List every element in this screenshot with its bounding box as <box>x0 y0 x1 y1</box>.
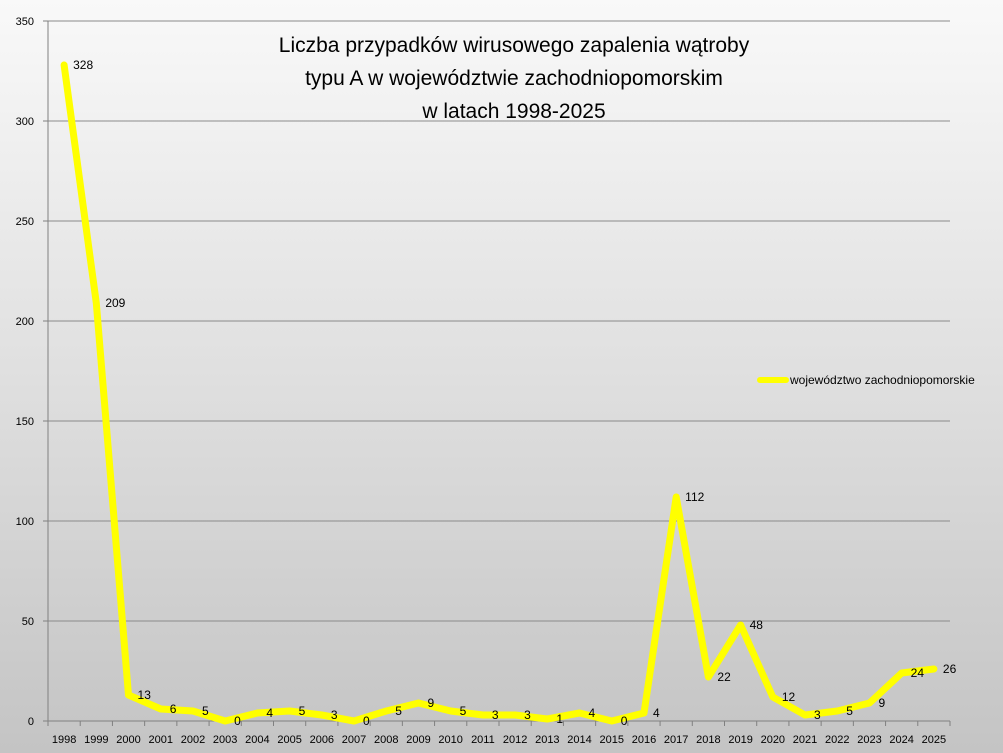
x-tick-label: 2019 <box>728 734 752 746</box>
y-tick-label: 50 <box>22 616 34 628</box>
data-labels: 328 209 13 6 5 0 4 5 3 0 5 9 5 3 3 1 4 0 4 112 22 48 12 3 5 9 24 26 <box>73 58 956 728</box>
data-label: 209 <box>105 296 125 310</box>
data-label: 26 <box>943 662 957 676</box>
data-label: 5 <box>202 704 209 718</box>
data-label: 0 <box>234 714 241 728</box>
data-label: 4 <box>266 706 273 720</box>
x-tick-label: 2007 <box>342 734 366 746</box>
data-label: 5 <box>299 704 306 718</box>
data-label: 1 <box>556 712 563 726</box>
gridlines <box>48 20 950 622</box>
y-tick-label: 100 <box>16 516 34 528</box>
data-label: 24 <box>911 666 925 680</box>
chart-title-line: w latach 1998-2025 <box>421 100 605 123</box>
x-tick-label: 2011 <box>471 734 495 746</box>
y-tick-label: 150 <box>16 416 34 428</box>
data-label: 4 <box>653 706 660 720</box>
x-tick-label: 1999 <box>84 734 108 746</box>
x-tick-label: 2001 <box>149 734 173 746</box>
x-tick-label: 2003 <box>213 734 237 746</box>
x-tick-label: 2005 <box>277 734 301 746</box>
legend: województwo zachodniopomorskie <box>757 373 975 387</box>
data-label: 5 <box>846 704 853 718</box>
x-tick-label: 2008 <box>374 734 398 746</box>
data-label: 22 <box>717 670 731 684</box>
chart-title-line: Liczba przypadków wirusowego zapalenia w… <box>279 34 750 57</box>
x-tick-label: 2024 <box>889 734 913 746</box>
data-label: 112 <box>685 490 704 504</box>
data-label: 9 <box>427 696 434 710</box>
chart-title-line: typu A w województwie zachodniopomorskim <box>305 67 723 90</box>
y-tick-label: 350 <box>16 16 34 28</box>
y-tick-label: 300 <box>16 116 34 128</box>
data-label: 3 <box>524 708 531 722</box>
x-tick-label: 2006 <box>310 734 334 746</box>
data-label: 48 <box>750 618 764 632</box>
x-tick-label: 2004 <box>245 734 269 746</box>
data-label: 3 <box>331 708 338 722</box>
y-tick-label: 0 <box>28 716 34 728</box>
x-tick-label: 2023 <box>857 734 881 746</box>
x-tick-label: 2009 <box>406 734 430 746</box>
x-tick-label: 2016 <box>632 734 656 746</box>
data-label: 13 <box>138 688 152 702</box>
data-label: 5 <box>460 704 467 718</box>
x-tick-label: 2022 <box>825 734 849 746</box>
data-label: 9 <box>878 696 885 710</box>
data-label: 0 <box>621 714 628 728</box>
x-tick-label: 2017 <box>664 734 688 746</box>
x-tick-label: 2020 <box>761 734 785 746</box>
x-tick-label: 2014 <box>567 734 591 746</box>
data-label: 328 <box>73 58 93 72</box>
data-label: 4 <box>589 706 596 720</box>
y-tick-label: 200 <box>16 316 34 328</box>
x-tick-label: 2025 <box>922 734 946 746</box>
data-label: 5 <box>395 704 402 718</box>
x-tick-label: 2002 <box>181 734 205 746</box>
x-tick-label: 2021 <box>793 734 817 746</box>
x-tick-label: 2013 <box>535 734 559 746</box>
x-tick-label: 2018 <box>696 734 720 746</box>
data-label: 0 <box>363 714 370 728</box>
data-label: 12 <box>782 690 796 704</box>
data-label: 3 <box>814 708 821 722</box>
y-tick-label: 250 <box>16 216 34 228</box>
data-label: 6 <box>170 702 177 716</box>
x-tick-label: 1998 <box>52 734 76 746</box>
x-tick-label: 2015 <box>600 734 624 746</box>
data-label: 3 <box>492 708 499 722</box>
x-tick-label: 2000 <box>116 734 140 746</box>
series-layer <box>60 61 938 725</box>
x-tick-label: 2010 <box>438 734 462 746</box>
series-line <box>60 61 938 725</box>
legend-label: województwo zachodniopomorskie <box>789 373 975 387</box>
chart-title: Liczba przypadków wirusowego zapalenia w… <box>279 34 750 123</box>
x-tick-label: 2012 <box>503 734 527 746</box>
